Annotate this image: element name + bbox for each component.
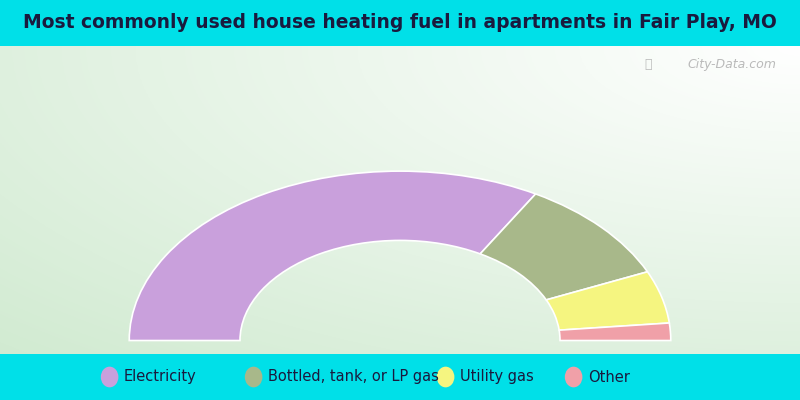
Wedge shape	[546, 272, 670, 330]
Text: Utility gas: Utility gas	[460, 370, 534, 384]
Text: Electricity: Electricity	[124, 370, 197, 384]
Text: Other: Other	[588, 370, 630, 384]
Ellipse shape	[565, 367, 582, 387]
Ellipse shape	[437, 367, 454, 387]
Wedge shape	[130, 171, 536, 340]
Text: ⓘ: ⓘ	[645, 58, 652, 71]
Text: Bottled, tank, or LP gas: Bottled, tank, or LP gas	[268, 370, 439, 384]
Ellipse shape	[245, 367, 262, 387]
Ellipse shape	[101, 367, 118, 387]
Text: Most commonly used house heating fuel in apartments in Fair Play, MO: Most commonly used house heating fuel in…	[23, 14, 777, 32]
Wedge shape	[559, 323, 670, 340]
Text: City-Data.com: City-Data.com	[687, 58, 776, 71]
Wedge shape	[480, 194, 647, 300]
